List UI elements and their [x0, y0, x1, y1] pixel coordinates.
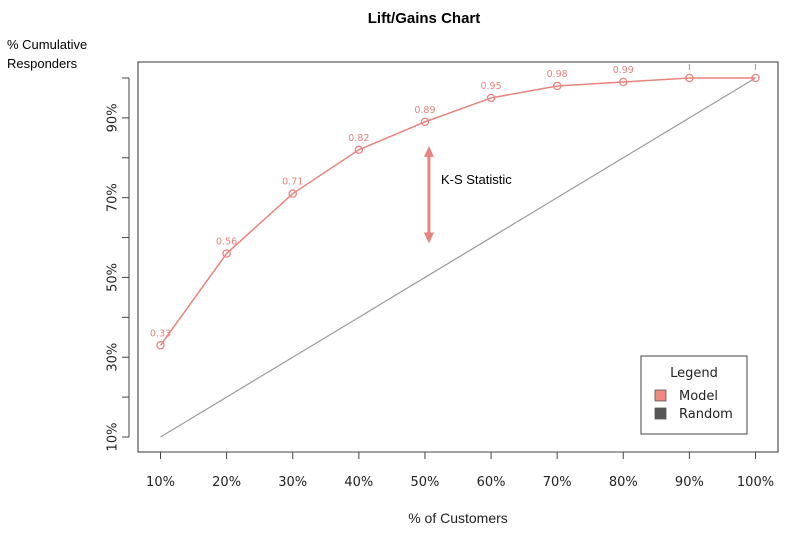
y-tick-label: 70% — [106, 183, 121, 212]
model-point — [751, 73, 760, 83]
model-data-label: 0.82 — [348, 133, 369, 144]
model-data-label: 0.98 — [547, 69, 568, 80]
model-point — [420, 117, 430, 127]
model-data-label: 0.99 — [613, 65, 634, 76]
x-tick-label: 30% — [278, 475, 307, 490]
x-tick-label: 60% — [477, 475, 506, 490]
model-point — [486, 93, 496, 103]
model-data-label: 0.56 — [216, 237, 237, 248]
model-point — [685, 73, 694, 83]
model-data-label: 0.89 — [414, 105, 435, 116]
x-tick-label: 10% — [146, 475, 175, 490]
y-axis-label-line-2: Responders — [7, 56, 78, 71]
model-point — [552, 81, 562, 91]
ks-statistic-label: K-S Statistic — [441, 172, 512, 187]
ks-arrow-head-bottom — [423, 232, 434, 244]
x-axis-label: % of Customers — [408, 510, 508, 526]
series-layer: 0.33 0.56 0.71 0.82 0.89 0.95 0.98 0.99 — [150, 64, 760, 438]
x-tick-label: 50% — [410, 475, 439, 490]
y-tick-label: 50% — [106, 263, 121, 292]
y-axis-label-line-1: % Cumulative — [7, 37, 87, 52]
model-data-label: 0.71 — [282, 177, 303, 188]
legend-label-random: Random — [679, 407, 733, 422]
model-point — [354, 145, 364, 155]
legend-title: Legend — [670, 366, 718, 381]
x-tick-label: 100% — [737, 475, 774, 490]
model-data-label: 0.95 — [480, 81, 501, 92]
model-data-label: 0.33 — [150, 328, 171, 339]
model-point — [222, 249, 231, 258]
ks-arrow-head-top — [423, 145, 434, 157]
series-line-random — [160, 77, 756, 438]
x-tick-label: 90% — [675, 475, 704, 490]
x-tick-label: 80% — [609, 475, 638, 490]
x-tick-label: 40% — [344, 475, 373, 490]
model-point — [288, 189, 297, 198]
x-axis: 10% 20% 30% 40% 50% 60% 70% 80% 90% 100% — [146, 451, 774, 490]
y-tick-label: 10% — [106, 423, 121, 452]
legend-swatch-model — [654, 389, 667, 402]
legend: Legend Model Random — [640, 355, 748, 435]
ks-statistic-annotation: K-S Statistic — [423, 145, 512, 244]
y-axis: 10% 30% 50% 70% 90% — [106, 77, 130, 452]
model-point — [156, 341, 165, 350]
y-tick-label: 90% — [106, 103, 121, 132]
x-tick-label: 20% — [212, 475, 241, 490]
legend-swatch-random — [654, 407, 667, 420]
y-tick-label: 30% — [106, 343, 121, 372]
model-point — [619, 77, 628, 87]
chart-title: Lift/Gains Chart — [368, 10, 481, 27]
x-tick-label: 70% — [543, 475, 572, 490]
legend-label-model: Model — [679, 389, 718, 404]
series-line-model — [159, 77, 756, 346]
